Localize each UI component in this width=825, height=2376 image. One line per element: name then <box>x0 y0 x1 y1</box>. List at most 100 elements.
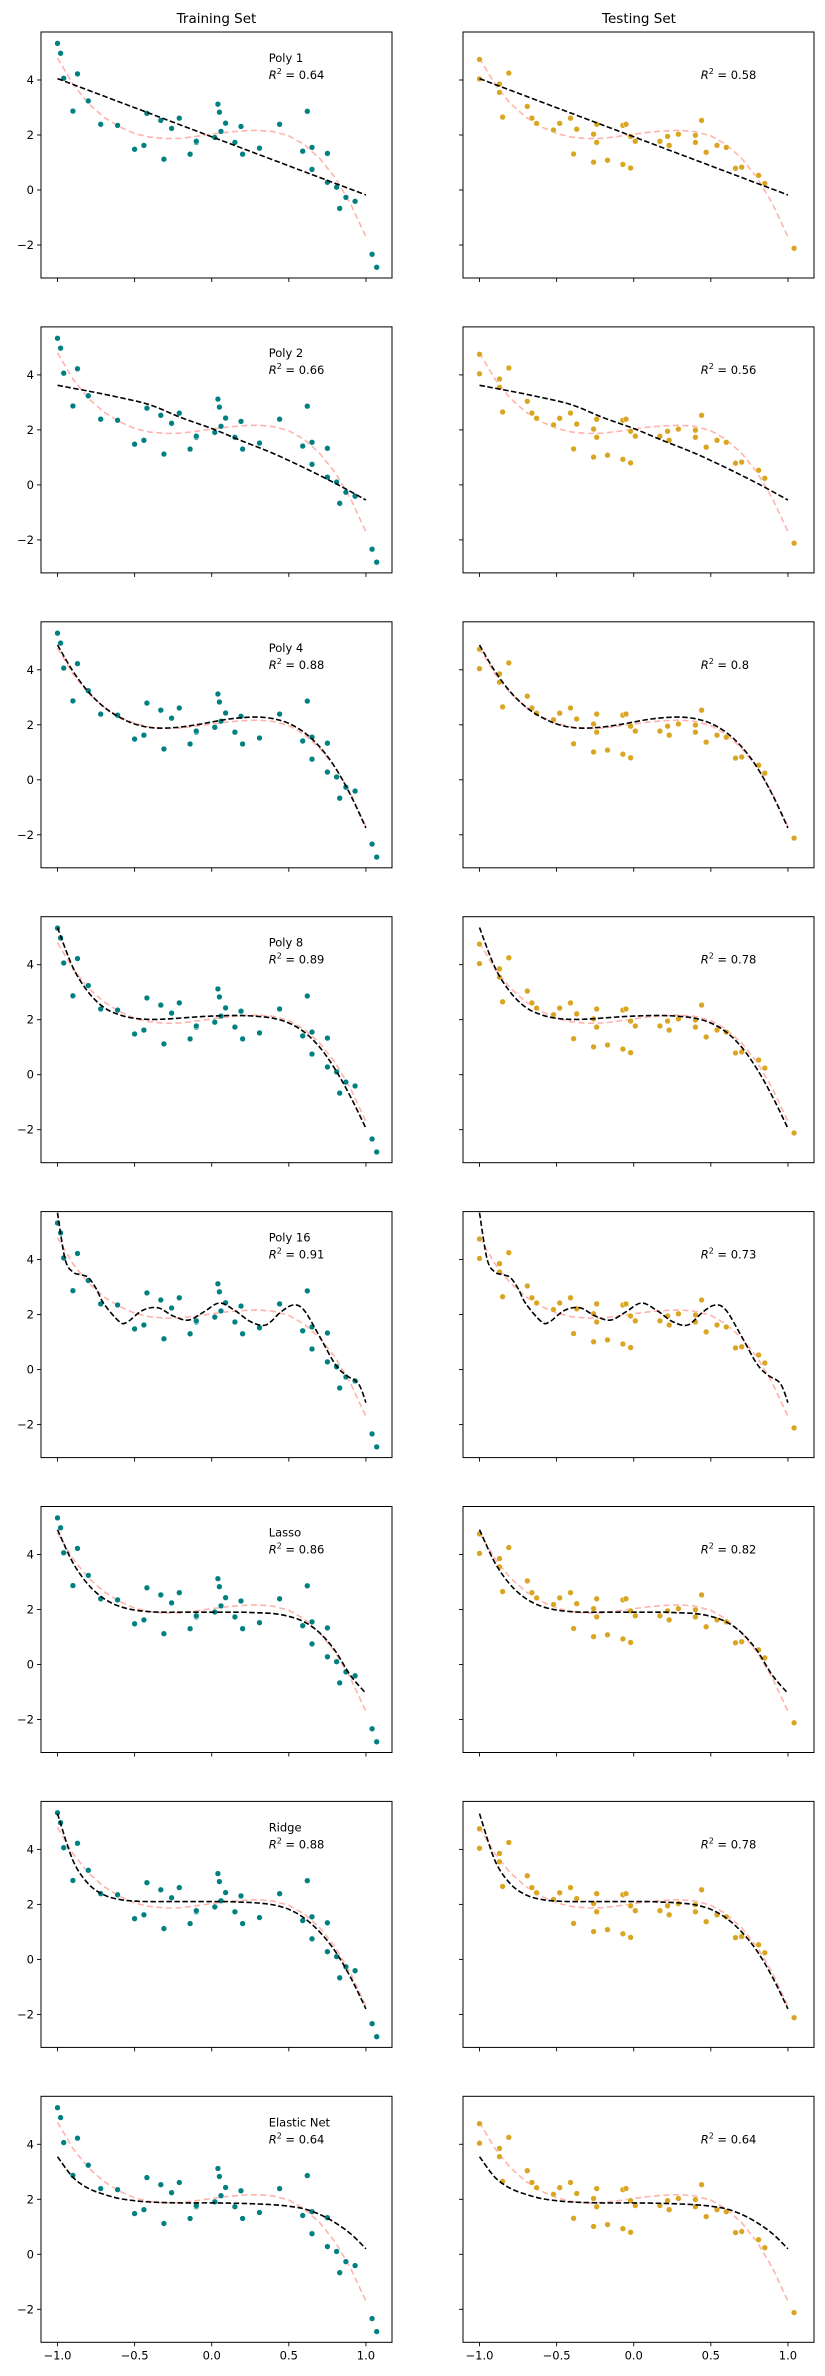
train-data-point <box>143 1289 151 1297</box>
train-data-point <box>342 194 350 201</box>
test-data-point <box>666 732 673 739</box>
train-data-point <box>276 1890 283 1897</box>
train-data-point <box>231 1613 239 1621</box>
test-panel-elastic-net: −1.0 −0.5 0.0 0.5 1.0 R2 = 0.64 <box>459 2095 815 2362</box>
test-data-point <box>627 428 634 435</box>
test-data-point <box>593 416 600 423</box>
train-panel-poly-16: −2 0 2 4 Poly 16 R2 = 0.91 <box>17 1211 393 1462</box>
test-data-point <box>570 1920 577 1927</box>
test-data-point <box>524 1872 531 1879</box>
train-data-point <box>368 1725 376 1732</box>
train-data-point <box>324 2243 331 2250</box>
model-fit-curve <box>57 384 367 501</box>
test-data-point <box>505 2134 512 2141</box>
test-data-point <box>476 960 483 967</box>
x-tick-label: 0.0 <box>625 2348 643 2362</box>
train-data-point <box>256 439 263 447</box>
train-data-point <box>160 1040 168 1048</box>
true-function-curve <box>56 647 367 827</box>
train-data-point <box>324 1948 331 1955</box>
x-tick-label: −1.0 <box>466 2348 494 2362</box>
train-data-point <box>176 1884 183 1891</box>
test-data-point <box>590 1928 597 1935</box>
train-data-point <box>333 2248 340 2255</box>
test-data-point <box>619 2225 627 2232</box>
train-data-point <box>60 370 67 377</box>
test-data-point <box>590 748 597 756</box>
test-data-point <box>476 2120 483 2127</box>
model-fit-curve <box>479 77 789 196</box>
r-squared-label: R2 = 0.64 <box>269 2131 325 2146</box>
test-data-point <box>593 1023 600 1031</box>
model-fit-curve <box>56 927 367 1129</box>
test-data-point <box>675 720 682 728</box>
true-function-curve <box>56 1532 367 1712</box>
train-data-point <box>211 1313 218 1321</box>
train-data-point <box>217 128 225 135</box>
train-data-point <box>368 2315 376 2322</box>
test-data-point <box>556 1004 563 1012</box>
test-data-point <box>703 444 710 451</box>
test-data-point <box>632 1022 639 1030</box>
train-data-point <box>373 559 380 566</box>
test-data-point <box>761 2244 768 2251</box>
train-data-point <box>74 1250 81 1257</box>
axes-frame <box>40 916 393 1164</box>
train-data-point <box>140 437 148 444</box>
test-data-point <box>573 2190 580 2197</box>
test-data-point <box>627 1017 634 1025</box>
train-data-point <box>157 1001 164 1009</box>
test-data-point <box>496 1850 503 1857</box>
y-tick-label: 2 <box>27 423 34 437</box>
test-data-point <box>590 131 597 138</box>
train-data-point <box>114 417 121 424</box>
train-data-point <box>168 1304 175 1312</box>
test-data-point <box>632 1317 639 1325</box>
train-data-point <box>57 1524 64 1531</box>
axes-frame <box>40 1506 393 1753</box>
test-data-point <box>550 126 557 134</box>
train-data-point <box>324 474 331 481</box>
test-data-point <box>738 1343 745 1350</box>
train-data-point <box>231 1023 239 1031</box>
test-data-point <box>664 428 671 435</box>
test-data-point <box>505 364 512 372</box>
test-data-point <box>703 149 710 156</box>
train-data-point <box>237 1597 245 1605</box>
train-data-point <box>231 1318 239 1326</box>
train-data-point <box>193 1022 200 1030</box>
test-data-point <box>573 1600 580 1607</box>
train-data-point <box>333 1658 340 1665</box>
test-data-point <box>476 370 483 377</box>
plot-area <box>476 351 798 547</box>
train-data-point <box>368 546 376 553</box>
test-data-point <box>627 1639 634 1646</box>
train-data-point <box>299 2212 306 2219</box>
test-data-point <box>698 707 705 714</box>
train-data-point <box>222 414 229 422</box>
test-data-point <box>524 987 531 995</box>
test-data-point <box>524 2167 531 2174</box>
y-tick-label: −2 <box>17 2302 34 2316</box>
test-data-point <box>692 427 699 434</box>
x-tick-label: 1.0 <box>357 2348 375 2362</box>
test-data-point <box>703 1033 710 1041</box>
x-tick-label: 0.0 <box>203 2348 221 2362</box>
test-data-point <box>556 120 563 127</box>
model-fit-curve <box>57 77 367 196</box>
x-tick-label: 0.5 <box>702 2348 720 2362</box>
train-data-point <box>368 1135 376 1143</box>
true-function-curve <box>478 1826 789 2007</box>
train-data-point <box>231 139 239 146</box>
test-data-point <box>593 1908 600 1915</box>
y-tick-label: −2 <box>17 533 34 547</box>
test-data-point <box>496 2153 503 2160</box>
train-data-point <box>143 2174 151 2181</box>
train-data-point <box>193 1907 200 1914</box>
test-data-point <box>533 1594 540 1602</box>
train-data-point <box>299 1917 306 1924</box>
train-data-point <box>114 1301 121 1309</box>
test-data-point <box>619 1340 627 1348</box>
train-data-point <box>85 982 92 989</box>
test-data-point <box>604 1336 611 1344</box>
